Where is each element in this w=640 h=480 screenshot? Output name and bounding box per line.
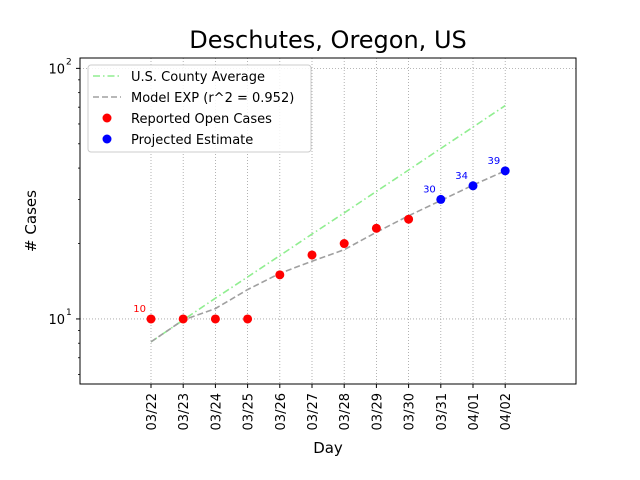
data-point [500,166,510,176]
data-point [436,194,446,204]
series-line [150,170,506,343]
x-tick-label: 03/31 [435,393,450,430]
plot-frame [79,57,577,385]
data-point [404,214,414,224]
legend-swatch [102,113,112,123]
y-tick-label-exponent: 2 [66,57,72,67]
data-point [243,314,253,324]
series-line [150,104,506,343]
data-point [468,181,478,191]
x-tick-label: 03/24 [209,393,224,430]
data-point [307,250,317,260]
data-label: 39 [487,156,500,167]
x-tick-label: 04/01 [467,393,482,430]
data-point [178,314,188,324]
data-point [210,314,220,324]
x-tick-label: 04/02 [499,393,514,430]
x-tick-label: 03/22 [145,393,160,430]
x-tick-label: 03/29 [370,393,385,430]
legend-swatch [102,134,112,144]
data-point [275,270,285,280]
series-layer [150,104,506,343]
x-tick-label: 03/27 [306,393,321,430]
legend-box [87,64,312,153]
x-tick-label: 03/23 [177,393,192,430]
y-tick-label-base: 10 [48,62,65,77]
data-point [371,223,381,233]
y-axis-label: # Cases [22,190,40,252]
legend-label: Model EXP (r^2 = 0.952) [131,91,294,106]
data-point [339,239,349,249]
marker-layer [146,166,510,324]
legend: U.S. County Average Model EXP (r^2 = 0.95… [87,64,312,153]
legend-label: Reported Open Cases [131,112,272,127]
x-tick-label: 03/25 [242,393,257,430]
x-tick-label: 03/28 [338,393,353,430]
annotation-layer: 10 30 34 39 [133,156,500,315]
legend-label: U.S. County Average [131,70,265,85]
y-tick-label-exponent: 1 [66,308,72,318]
data-label: 34 [455,171,468,182]
x-axis-label: Day [313,439,343,457]
legend-label: Projected Estimate [131,133,253,148]
x-axis-ticks: 03/22 03/23 03/24 03/25 03/26 03/27 03/28 03/29… [145,384,514,430]
data-label: 10 [133,304,146,315]
y-tick-label-base: 10 [48,313,65,328]
chart-title: Deschutes, Oregon, US [189,26,467,54]
x-tick-label: 03/26 [274,393,289,430]
x-tick-label: 03/30 [403,393,418,430]
data-label: 30 [423,184,436,195]
data-point [146,314,156,324]
